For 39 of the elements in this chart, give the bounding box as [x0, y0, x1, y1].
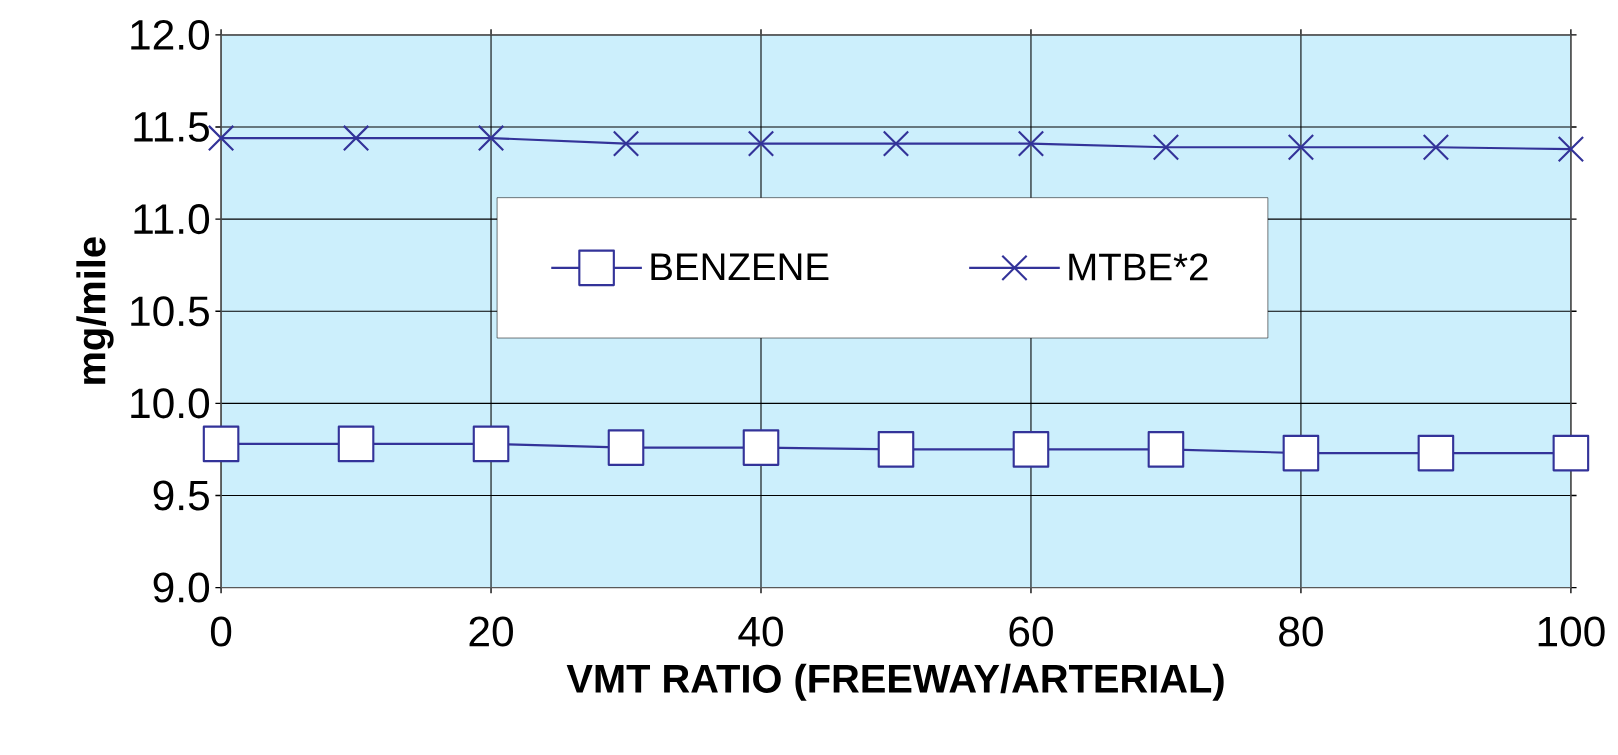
point	[477, 125, 505, 152]
x-tick-label: 80	[1279, 616, 1323, 647]
y-tick-label: 10.5	[131, 296, 209, 327]
y-tick-label: 11.5	[134, 112, 209, 143]
legend-label: MTBE*2	[1069, 253, 1208, 281]
point	[882, 130, 910, 158]
point	[1152, 134, 1180, 161]
y-tick-label: 10.0	[131, 388, 210, 419]
point	[1147, 431, 1185, 468]
point	[1282, 435, 1320, 472]
point	[337, 425, 375, 463]
point	[1012, 431, 1050, 468]
y-tick-label: 12.0	[131, 20, 210, 51]
point	[342, 125, 370, 152]
x-tick-label: 40	[738, 616, 783, 647]
y-tick-label: 11.0	[134, 204, 210, 235]
point	[1422, 134, 1450, 161]
point	[607, 429, 645, 467]
point	[1017, 130, 1045, 158]
point	[1287, 134, 1315, 161]
y-tick-label: 9.0	[153, 572, 210, 603]
x-tick-label: 0	[210, 616, 232, 647]
x-tick-label: 20	[469, 616, 513, 647]
x-tick-label: 100	[1538, 616, 1605, 647]
point	[1557, 136, 1585, 163]
point	[747, 130, 775, 158]
x-axis-title: VMT RATIO (FREEWAY/ARTERIAL)	[566, 663, 1224, 701]
point	[742, 429, 780, 467]
point	[202, 425, 240, 463]
point	[877, 431, 915, 468]
y-axis-title: mg/mile	[76, 237, 114, 385]
point	[472, 425, 510, 463]
x-tick-label: 60	[1009, 616, 1053, 647]
point	[207, 125, 235, 152]
point	[612, 130, 640, 158]
legend-label: BENZENE	[651, 253, 829, 281]
y-tick-label: 9.5	[153, 480, 209, 511]
point	[1552, 435, 1590, 472]
point	[1417, 435, 1455, 472]
